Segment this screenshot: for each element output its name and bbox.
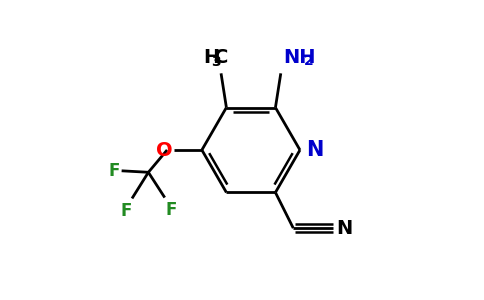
Text: F: F <box>166 201 177 219</box>
Text: N: N <box>306 140 324 160</box>
Text: F: F <box>120 202 132 220</box>
Text: F: F <box>109 162 120 180</box>
Text: NH: NH <box>283 48 316 67</box>
Text: H: H <box>203 48 220 67</box>
Text: O: O <box>155 140 172 160</box>
Text: 3: 3 <box>211 55 220 69</box>
Text: 2: 2 <box>303 54 313 68</box>
Text: C: C <box>214 48 228 67</box>
Text: N: N <box>336 219 352 238</box>
